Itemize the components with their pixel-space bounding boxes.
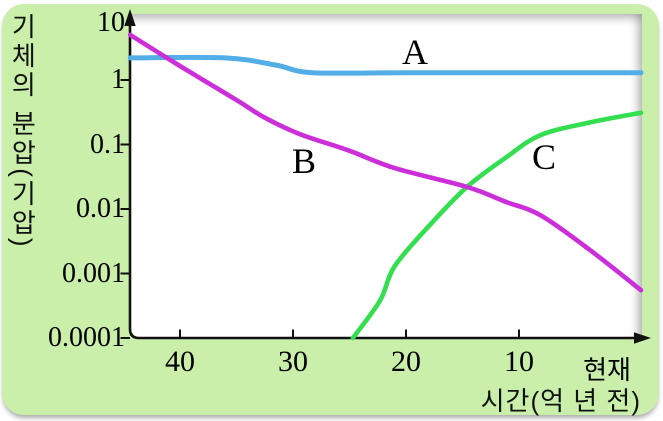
y-tick-label: 0.0001 [48,322,125,353]
x-tick-label: 20 [391,345,421,378]
y-axis-title: 기체의 분압(기압) [7,13,38,250]
series-label-a: A [402,32,428,72]
series-label-b: B [292,141,317,181]
y-tick-label: 10 [97,7,125,38]
y-tick-label: 0.01 [76,193,125,224]
y-tick-label: 0.1 [90,129,125,160]
x-tick-label: 40 [165,345,195,378]
plot-area [130,14,642,338]
y-tick-label: 1 [111,64,125,95]
x-axis-title: 시간(억 년 전) [480,386,641,416]
series-label-c: C [532,137,557,177]
x-tick-label: 30 [278,345,308,378]
y-tick-label: 0.001 [62,258,125,289]
x-tick-label: 현재 [583,355,631,385]
x-tick-label: 10 [504,345,534,378]
